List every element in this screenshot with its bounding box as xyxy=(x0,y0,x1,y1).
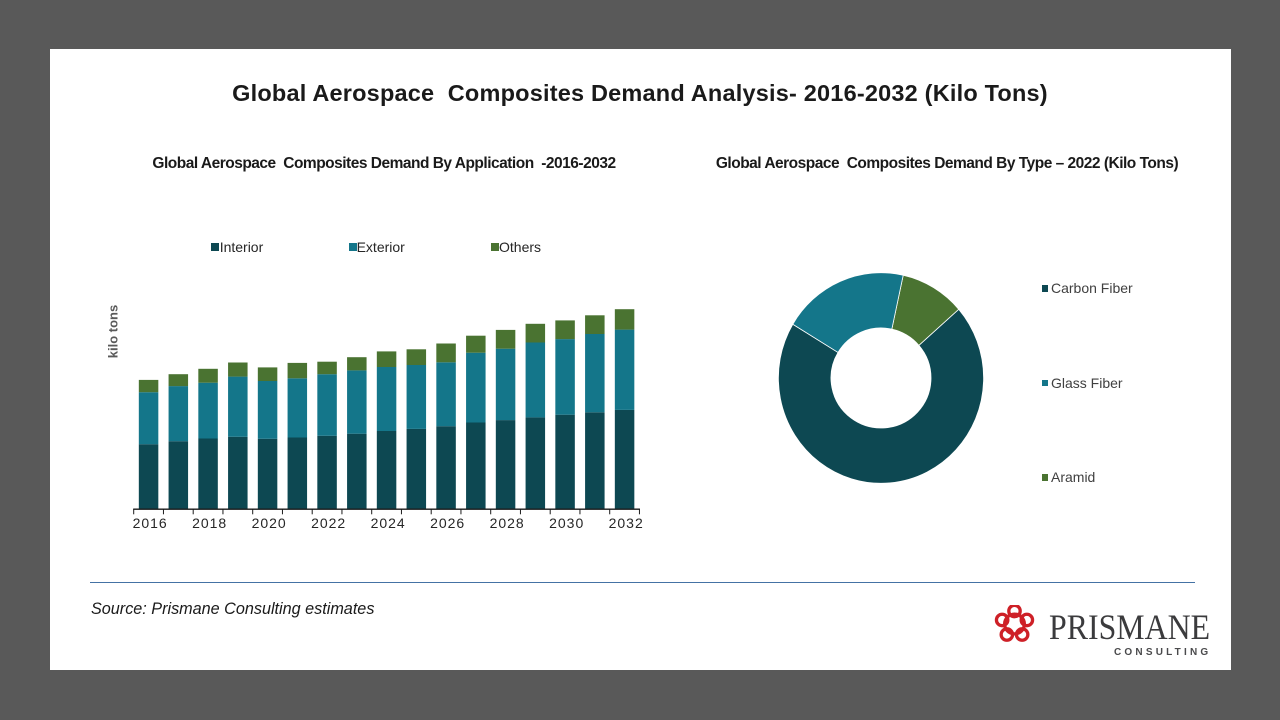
svg-text:2020: 2020 xyxy=(252,515,287,531)
svg-text:2024: 2024 xyxy=(371,515,406,531)
svg-text:2022: 2022 xyxy=(311,515,346,531)
svg-text:2032: 2032 xyxy=(609,515,644,531)
svg-text:2016: 2016 xyxy=(133,515,168,531)
svg-text:2026: 2026 xyxy=(430,515,465,531)
svg-text:2030: 2030 xyxy=(549,515,584,531)
svg-text:2028: 2028 xyxy=(490,515,525,531)
svg-text:2018: 2018 xyxy=(192,515,227,531)
